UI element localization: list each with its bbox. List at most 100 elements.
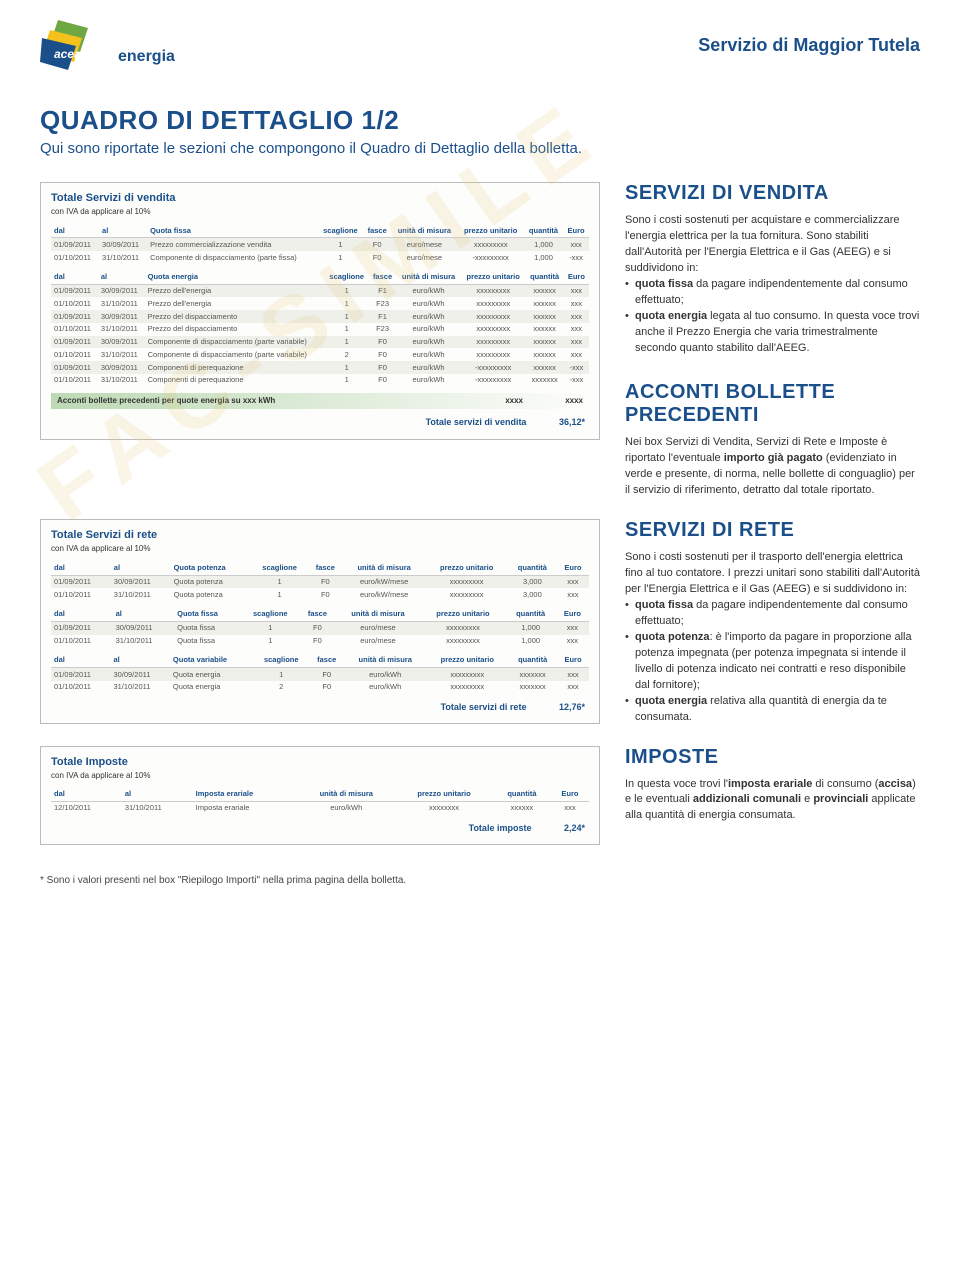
acconti-v1: xxxx bbox=[463, 396, 523, 406]
side-vendita-title: SERVIZI DI VENDITA bbox=[625, 182, 920, 205]
col-header: Euro bbox=[557, 561, 589, 575]
col-header: scaglione bbox=[253, 653, 309, 667]
rete-table-potenza: dalalQuota potenzascaglionefasceunità di… bbox=[51, 561, 589, 601]
col-header: scaglione bbox=[241, 607, 299, 621]
side-vendita: SERVIZI DI VENDITA Sono i costi sostenut… bbox=[625, 182, 920, 499]
col-header: al bbox=[110, 653, 169, 667]
col-header: al bbox=[113, 607, 175, 621]
box-imposte-iva: con IVA da applicare al 10% bbox=[51, 771, 589, 781]
col-header: prezzo unitario bbox=[461, 270, 526, 284]
col-header: dal bbox=[51, 607, 113, 621]
box-vendita-iva: con IVA da applicare al 10% bbox=[51, 207, 589, 217]
side-vendita-text: Sono i costi sostenuti per acquistare e … bbox=[625, 213, 920, 356]
col-header: unità di misura bbox=[391, 224, 457, 238]
table-row: 01/09/201130/09/2011Quota potenza1F0euro… bbox=[51, 575, 589, 588]
acea-logo-icon: acea bbox=[40, 20, 110, 75]
col-header: al bbox=[99, 224, 147, 238]
logo: acea energia bbox=[40, 20, 175, 75]
col-header: fasce bbox=[308, 561, 343, 575]
table-row: 01/09/201130/09/2011Prezzo del dispaccia… bbox=[51, 310, 589, 323]
brand-sub: energia bbox=[118, 48, 175, 66]
col-header: unità di misura bbox=[344, 653, 426, 667]
acconti-row: Acconti bollette precedenti per quote en… bbox=[51, 393, 589, 409]
col-header: Quota fissa bbox=[174, 607, 241, 621]
table-row: 01/09/201130/09/2011Prezzo dell'energia1… bbox=[51, 284, 589, 297]
col-header: scaglione bbox=[325, 270, 369, 284]
col-header: prezzo unitario bbox=[420, 607, 505, 621]
col-header: Quota potenza bbox=[171, 561, 252, 575]
box-rete-iva: con IVA da applicare al 10% bbox=[51, 544, 589, 554]
col-header: dal bbox=[51, 787, 122, 801]
table-row: 01/09/201130/09/2011Prezzo commercializz… bbox=[51, 238, 589, 251]
col-header: quantità bbox=[524, 224, 563, 238]
table-row: 01/09/201130/09/2011Quota energia1F0euro… bbox=[51, 668, 589, 681]
table-row: 01/09/201130/09/2011Componente di dispac… bbox=[51, 336, 589, 349]
side-acconti-text: Nei box Servizi di Vendita, Servizi di R… bbox=[625, 435, 920, 499]
table-row: 12/10/201131/10/2011Imposta erarialeeuro… bbox=[51, 801, 589, 814]
side-rete: SERVIZI DI RETE Sono i costi sostenuti p… bbox=[625, 519, 920, 725]
acconti-v2: xxxx bbox=[523, 396, 583, 406]
col-header: al bbox=[122, 787, 193, 801]
table-row: 01/09/201130/09/2011Componenti di perequ… bbox=[51, 361, 589, 374]
col-header: unità di misura bbox=[297, 787, 395, 801]
col-header: prezzo unitario bbox=[395, 787, 493, 801]
page-title: QUADRO DI DETTAGLIO 1/2 bbox=[40, 105, 920, 136]
vendita-table-fissa: dalalQuota fissascaglionefasceunità di m… bbox=[51, 224, 589, 264]
col-header: quantità bbox=[508, 561, 557, 575]
table-row: 01/10/201131/10/2011Componente di dispac… bbox=[51, 348, 589, 361]
col-header: quantità bbox=[493, 787, 551, 801]
col-header: scaglione bbox=[251, 561, 307, 575]
side-acconti-title: ACCONTI BOLLETTE PRECEDENTI bbox=[625, 381, 920, 427]
col-header: fasce bbox=[363, 224, 391, 238]
rete-total: Totale servizi di rete 12,76* bbox=[51, 702, 589, 714]
table-row: 01/10/201131/10/2011Componente di dispac… bbox=[51, 251, 589, 264]
box-rete-title: Totale Servizi di rete bbox=[51, 528, 589, 542]
table-row: 01/09/201130/09/2011Quota fissa1F0euro/m… bbox=[51, 621, 589, 634]
col-header: prezzo unitario bbox=[425, 561, 508, 575]
imposte-table: dalalImposta erarialeunità di misuraprez… bbox=[51, 787, 589, 815]
col-header: unità di misura bbox=[335, 607, 420, 621]
box-imposte-title: Totale Imposte bbox=[51, 755, 589, 769]
col-header: unità di misura bbox=[396, 270, 461, 284]
col-header: prezzo unitario bbox=[458, 224, 524, 238]
box-rete: Totale Servizi di rete con IVA da applic… bbox=[40, 519, 600, 724]
table-row: 01/10/201131/10/2011Prezzo dell'energia1… bbox=[51, 297, 589, 310]
col-header: quantità bbox=[505, 607, 555, 621]
col-header: Euro bbox=[556, 607, 589, 621]
col-header: Euro bbox=[551, 787, 589, 801]
table-row: 01/10/201131/10/2011Quota fissa1F0euro/m… bbox=[51, 635, 589, 648]
col-header: quantità bbox=[508, 653, 557, 667]
col-header: dal bbox=[51, 270, 98, 284]
side-rete-title: SERVIZI DI RETE bbox=[625, 519, 920, 542]
table-row: 01/10/201131/10/2011Quota energia2F0euro… bbox=[51, 681, 589, 694]
footnote: * Sono i valori presenti nel box "Riepil… bbox=[40, 875, 920, 886]
box-vendita: FAC-SIMILE Totale Servizi di vendita con… bbox=[40, 182, 600, 440]
col-header: scaglione bbox=[318, 224, 363, 238]
vendita-total: Totale servizi di vendita 36,12* bbox=[51, 417, 589, 429]
col-header: dal bbox=[51, 224, 99, 238]
svg-text:acea: acea bbox=[54, 47, 81, 61]
col-header: dal bbox=[51, 561, 111, 575]
col-header: Euro bbox=[563, 224, 589, 238]
col-header: Imposta erariale bbox=[193, 787, 298, 801]
box-imposte: Totale Imposte con IVA da applicare al 1… bbox=[40, 746, 600, 846]
table-row: 01/10/201131/10/2011Quota potenza1F0euro… bbox=[51, 588, 589, 601]
side-imposte-title: IMPOSTE bbox=[625, 746, 920, 769]
side-imposte-text: In questa voce trovi l'imposta erariale … bbox=[625, 777, 920, 825]
col-header: Quota fissa bbox=[147, 224, 318, 238]
col-header: fasce bbox=[309, 653, 344, 667]
col-header: unità di misura bbox=[343, 561, 426, 575]
table-row: 01/10/201131/10/2011Prezzo del dispaccia… bbox=[51, 323, 589, 336]
side-rete-text: Sono i costi sostenuti per il trasporto … bbox=[625, 550, 920, 725]
col-header: quantità bbox=[526, 270, 564, 284]
rete-table-fissa: dalalQuota fissascaglionefasceunità di m… bbox=[51, 607, 589, 647]
table-row: 01/10/201131/10/2011Componenti di perequ… bbox=[51, 374, 589, 387]
col-header: al bbox=[98, 270, 145, 284]
col-header: fasce bbox=[299, 607, 335, 621]
col-header: fasce bbox=[369, 270, 396, 284]
vendita-table-energia: dalalQuota energiascaglionefasceunità di… bbox=[51, 270, 589, 387]
page-subtitle: Qui sono riportate le sezioni che compon… bbox=[40, 140, 920, 157]
col-header: Euro bbox=[564, 270, 589, 284]
side-imposte: IMPOSTE In questa voce trovi l'imposta e… bbox=[625, 746, 920, 825]
header: acea energia Servizio di Maggior Tutela bbox=[40, 20, 920, 75]
